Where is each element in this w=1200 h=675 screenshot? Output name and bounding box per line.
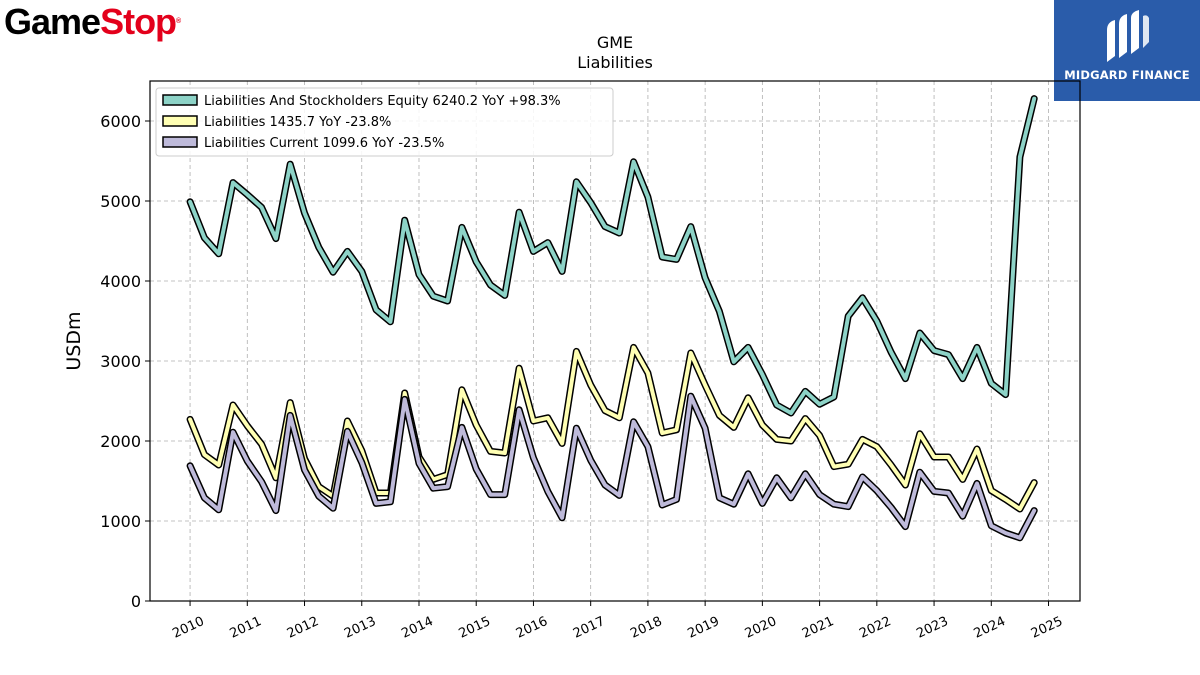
x-tick-label: 2015 — [457, 614, 493, 642]
x-tick-label: 2023 — [914, 614, 950, 642]
grid-lines — [150, 81, 1080, 602]
series-lines — [186, 95, 1038, 542]
y-axis-label: USDm — [63, 311, 85, 370]
legend-swatch-2 — [162, 115, 198, 127]
chart-subtitle: Liabilities — [577, 53, 653, 72]
x-tick-label: 2018 — [628, 614, 664, 642]
midgard-finance-logo: MIDGARD FINANCE — [1054, 0, 1200, 101]
y-tick-label: 0 — [131, 592, 141, 611]
legend-swatch-3 — [162, 136, 198, 148]
y-tick-label: 1000 — [100, 512, 141, 531]
x-tick-label: 2024 — [972, 614, 1008, 642]
legend-swatch-1 — [162, 94, 198, 106]
x-tick-label: 2019 — [685, 614, 721, 642]
y-tick-label: 6000 — [100, 112, 141, 131]
x-tick-label: 2021 — [800, 614, 836, 642]
midgard-emblem-icon — [1054, 8, 1200, 70]
x-tick-label: 2016 — [514, 614, 550, 642]
legend-label-3: Liabilities Current 1099.6 YoY -23.5% — [204, 136, 444, 151]
partner-name: MIDGARD FINANCE — [1064, 68, 1190, 82]
y-tick-label: 5000 — [100, 192, 141, 211]
x-tick-label: 2011 — [228, 614, 264, 642]
x-tick-label: 2020 — [743, 614, 779, 642]
logo-text-stop: Stop — [100, 1, 177, 42]
series-line-1 — [188, 96, 1037, 415]
y-tick-label: 3000 — [100, 352, 141, 371]
series-line-2 — [188, 345, 1037, 511]
y-tick-label: 4000 — [100, 272, 141, 291]
x-tick-label: 2022 — [857, 614, 893, 642]
y-axis-ticks: 0 1000 2000 3000 4000 5000 6000 — [100, 112, 150, 611]
legend-label-2: Liabilities 1435.7 YoY -23.8% — [204, 115, 391, 130]
x-tick-label: 2017 — [571, 614, 607, 642]
x-tick-label: 2014 — [399, 614, 435, 642]
legend: Liabilities And Stockholders Equity 6240… — [155, 87, 614, 157]
x-tick-label: 2013 — [342, 614, 378, 642]
x-tick-label: 2012 — [285, 614, 321, 642]
logo-text-game: Game — [4, 1, 101, 42]
series-line-3 — [188, 394, 1037, 540]
x-tick-label: 2025 — [1029, 614, 1065, 642]
gamestop-logo: GameStop® — [4, 1, 181, 42]
chart-title: GME — [597, 33, 633, 52]
x-tick-label: 2010 — [170, 614, 206, 642]
y-tick-label: 2000 — [100, 432, 141, 451]
legend-label-1: Liabilities And Stockholders Equity 6240… — [204, 94, 561, 109]
plot-frame — [149, 80, 1081, 602]
logo-registered-mark: ® — [176, 18, 181, 25]
x-axis-ticks: 2010 2011 2012 2013 2014 2015 2016 2017 2018 2019… — [170, 601, 1065, 642]
legend-box — [155, 87, 614, 157]
